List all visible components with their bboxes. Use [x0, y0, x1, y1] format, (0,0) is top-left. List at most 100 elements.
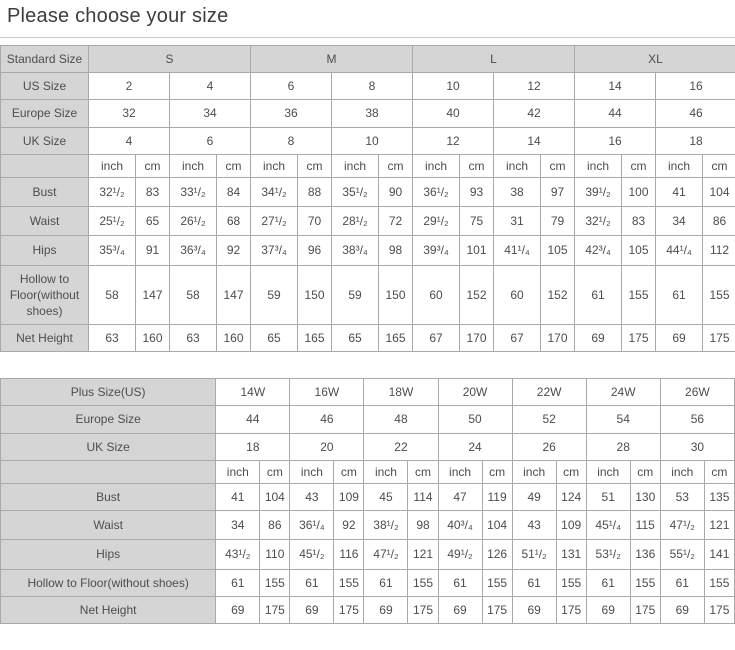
- cell: 101: [460, 236, 494, 265]
- cell: 61: [586, 569, 630, 596]
- cell: 43¹/₂: [216, 540, 260, 569]
- cell: 4: [170, 73, 251, 100]
- cell: 32: [89, 100, 170, 127]
- cell: 36: [251, 100, 332, 127]
- cell: inch: [89, 154, 136, 177]
- cell: 105: [541, 236, 575, 265]
- cell: 152: [460, 265, 494, 325]
- cell: 34: [216, 511, 260, 540]
- cell: inch: [170, 154, 217, 177]
- cell: 170: [460, 325, 494, 352]
- cell: 16: [656, 73, 735, 100]
- row-label: [1, 154, 89, 177]
- cell: 69: [575, 325, 622, 352]
- cell: 165: [298, 325, 332, 352]
- cell: 98: [379, 236, 413, 265]
- cell: 20: [290, 433, 364, 460]
- cell: 165: [379, 325, 413, 352]
- row-label: Europe Size: [1, 100, 89, 127]
- cell: 34: [170, 100, 251, 127]
- row-label: Hips: [1, 236, 89, 265]
- cell: 126: [482, 540, 512, 569]
- cell: 63: [170, 325, 217, 352]
- cell: 38: [332, 100, 413, 127]
- cell: 155: [260, 569, 290, 596]
- cell: 96: [298, 236, 332, 265]
- cell: 24W: [586, 379, 660, 406]
- cell: 28¹/₂: [332, 207, 379, 236]
- cell: 51¹/₂: [512, 540, 556, 569]
- cell: 92: [217, 236, 251, 265]
- cell: 45: [364, 484, 408, 511]
- cell: 45¹/₂: [290, 540, 334, 569]
- row-label: Hollow to Floor(without shoes): [1, 569, 216, 596]
- cell: 131: [556, 540, 586, 569]
- row-label: Standard Size: [1, 46, 89, 73]
- cell: 69: [512, 596, 556, 623]
- cell: 2: [89, 73, 170, 100]
- size-xl-header: XL: [575, 46, 735, 73]
- cell: 69: [290, 596, 334, 623]
- row-label: Net Height: [1, 596, 216, 623]
- cell: 39¹/₂: [575, 177, 622, 206]
- cell: 114: [408, 484, 438, 511]
- row-label: Bust: [1, 177, 89, 206]
- cell: 68: [217, 207, 251, 236]
- cell: cm: [556, 460, 586, 483]
- cell: 39³/₄: [413, 236, 460, 265]
- cell: 88: [298, 177, 332, 206]
- cell: 44¹/₄: [656, 236, 703, 265]
- cell: 58: [170, 265, 217, 325]
- cell: 79: [541, 207, 575, 236]
- cell: 65: [332, 325, 379, 352]
- cell: 42³/₄: [575, 236, 622, 265]
- row-label: US Size: [1, 73, 89, 100]
- cell: 135: [704, 484, 734, 511]
- cell: 97: [541, 177, 575, 206]
- cell: 26¹/₂: [170, 207, 217, 236]
- cell: 59: [332, 265, 379, 325]
- cell: 175: [408, 596, 438, 623]
- cell: 37³/₄: [251, 236, 298, 265]
- cell: 67: [494, 325, 541, 352]
- cell: 61: [575, 265, 622, 325]
- cell: 14W: [216, 379, 290, 406]
- cell: cm: [703, 154, 735, 177]
- cell: 69: [216, 596, 260, 623]
- cell: 130: [630, 484, 660, 511]
- cell: 6: [170, 127, 251, 154]
- cell: 6: [251, 73, 332, 100]
- cell: 147: [136, 265, 170, 325]
- cell: 44: [575, 100, 656, 127]
- row-label: Net Height: [1, 325, 89, 352]
- size-l-header: L: [413, 46, 575, 73]
- cell: 124: [556, 484, 586, 511]
- cell: 155: [482, 569, 512, 596]
- cell: cm: [460, 154, 494, 177]
- cell: 32¹/₂: [89, 177, 136, 206]
- cell: 16W: [290, 379, 364, 406]
- cell: 141: [704, 540, 734, 569]
- cell: 46: [656, 100, 735, 127]
- cell: 69: [364, 596, 408, 623]
- cell: 160: [136, 325, 170, 352]
- cell: 104: [703, 177, 735, 206]
- cell: 152: [541, 265, 575, 325]
- cell: 147: [217, 265, 251, 325]
- cell: 55¹/₂: [660, 540, 704, 569]
- cell: 61: [656, 265, 703, 325]
- cell: 31: [494, 207, 541, 236]
- title-divider: [0, 37, 735, 38]
- cell: 69: [586, 596, 630, 623]
- cell: 109: [334, 484, 364, 511]
- cell: 155: [704, 569, 734, 596]
